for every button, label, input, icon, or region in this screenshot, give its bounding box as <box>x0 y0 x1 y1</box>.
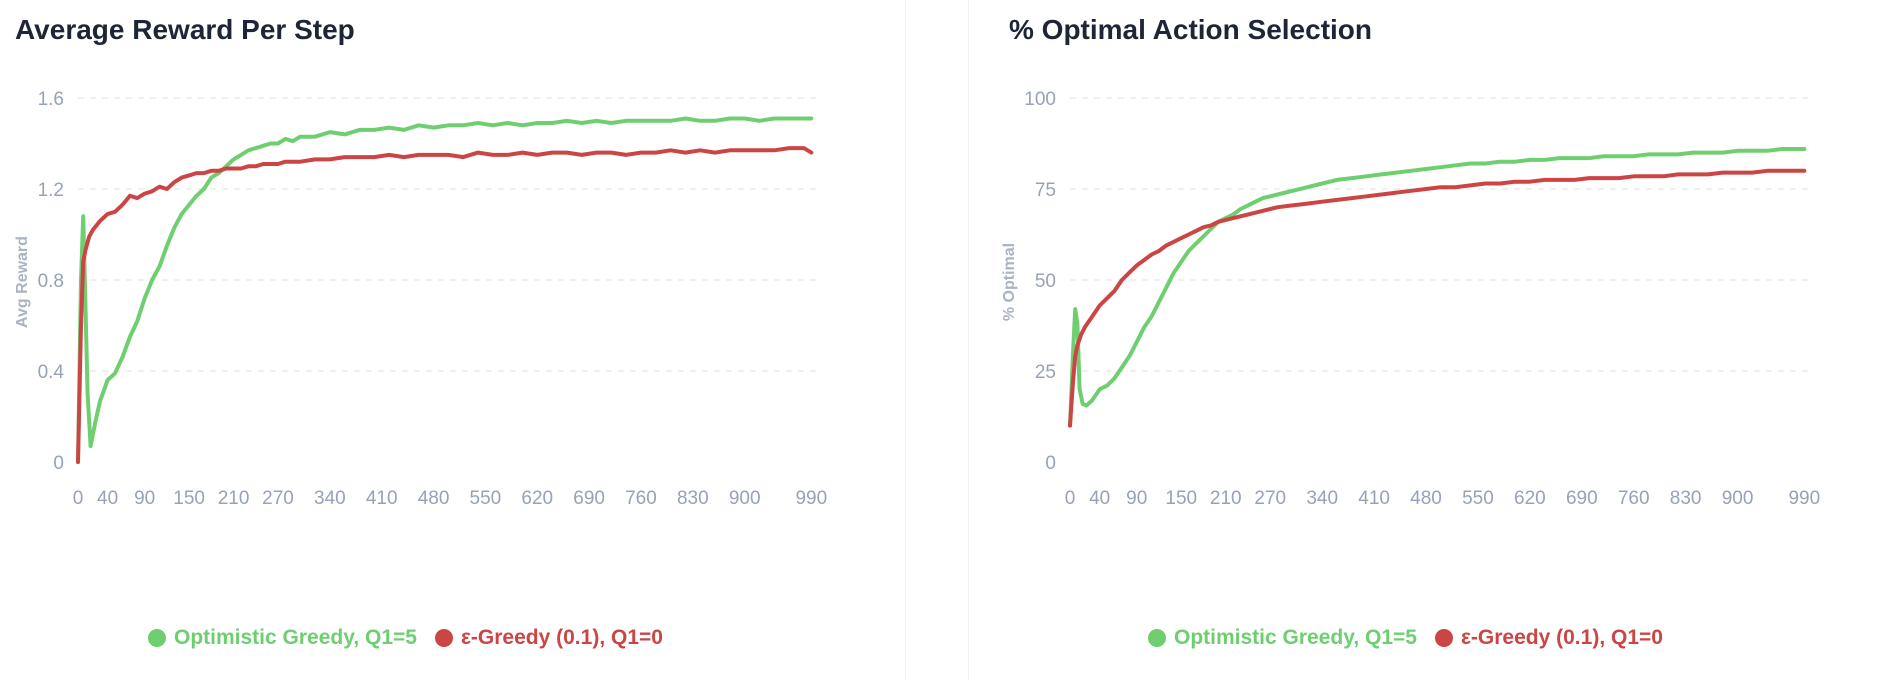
legend-item-optimistic[interactable]: Optimistic Greedy, Q1=5 <box>1148 626 1417 650</box>
x-tick-label: 830 <box>1670 488 1702 509</box>
legend-swatch-greedy <box>434 629 453 647</box>
y-tick-label: 100 <box>1024 89 1056 110</box>
chart-title: % Optimal Action Selection <box>1009 14 1373 45</box>
reward-chart-panel: Average Reward Per Step 0 0.4 0.8 1.2 1.6 0 40… <box>0 0 906 680</box>
y-axis-label: % Optimal <box>1001 243 1018 321</box>
series-line-greedy <box>1068 168 1807 428</box>
y-axis-label: Avg Reward <box>14 236 31 328</box>
x-tick-label: 270 <box>262 488 294 509</box>
x-tick-label: 690 <box>1566 488 1598 509</box>
x-tick-label: 480 <box>1410 488 1442 509</box>
legend-swatch-optimistic <box>148 629 166 647</box>
x-tick-label: 990 <box>795 488 827 509</box>
x-tick-label: 620 <box>1514 488 1546 509</box>
legend-label: Optimistic Greedy, Q1=5 <box>1174 626 1417 649</box>
x-tick-label: 900 <box>729 488 761 509</box>
x-tick-label: 690 <box>573 488 605 509</box>
series-line-greedy <box>76 146 814 464</box>
x-tick-label: 480 <box>418 488 450 509</box>
x-tick-label: 270 <box>1254 488 1286 509</box>
reward-chart: 0 0.4 0.8 1.2 1.6 0 40 90 150 210 270 340 410 480 550 6… <box>14 89 827 509</box>
series-line-optimistic <box>76 116 814 464</box>
x-tick-label: 410 <box>1358 488 1390 509</box>
chart-title: Average Reward Per Step <box>15 14 355 45</box>
x-tick-label: 0 <box>73 488 84 509</box>
x-tick-label: 0 <box>1065 488 1076 509</box>
x-tick-label: 150 <box>173 488 205 509</box>
legend-item-greedy[interactable]: ε-Greedy (0.1), Q1=0 <box>434 626 663 650</box>
y-tick-label: 1.2 <box>38 180 64 201</box>
legend-label: ε-Greedy (0.1), Q1=0 <box>460 626 663 649</box>
x-tick-label: 760 <box>1618 488 1650 509</box>
x-tick-label: 550 <box>1462 488 1494 509</box>
y-tick-label: 75 <box>1035 180 1056 201</box>
optimal-chart: 0 25 50 75 100 0 40 90 150 210 270 340 410 480 550 620 6… <box>1001 89 1820 509</box>
legend-swatch-greedy <box>1434 629 1453 647</box>
optimal-chart-panel: % Optimal Action Selection 0 25 50 75 100 0 40… <box>968 0 1880 680</box>
series-line-optimistic <box>1068 147 1807 428</box>
x-tick-label: 40 <box>97 488 118 509</box>
x-tick-label: 550 <box>470 488 502 509</box>
y-tick-label: 50 <box>1035 271 1056 292</box>
y-tick-label: 1.6 <box>38 89 64 110</box>
legend-item-greedy[interactable]: ε-Greedy (0.1), Q1=0 <box>1434 626 1663 650</box>
chart-legend: Optimistic Greedy, Q1=5 ε-Greedy (0.1), … <box>1148 626 1663 650</box>
legend-label: ε-Greedy (0.1), Q1=0 <box>1460 626 1663 649</box>
x-tick-label: 150 <box>1165 488 1197 509</box>
y-tick-label: 0.8 <box>38 271 64 292</box>
x-tick-label: 90 <box>1126 488 1147 509</box>
chart-legend: Optimistic Greedy, Q1=5 ε-Greedy (0.1), … <box>148 626 663 650</box>
x-tick-label: 210 <box>218 488 250 509</box>
legend-label: Optimistic Greedy, Q1=5 <box>174 626 417 649</box>
x-tick-label: 340 <box>314 488 346 509</box>
x-tick-label: 410 <box>366 488 398 509</box>
x-tick-label: 990 <box>1788 488 1820 509</box>
x-tick-label: 900 <box>1722 488 1754 509</box>
x-tick-label: 40 <box>1089 488 1110 509</box>
y-tick-label: 0 <box>53 453 64 474</box>
y-tick-label: 25 <box>1035 362 1056 383</box>
y-tick-label: 0 <box>1045 453 1056 474</box>
x-tick-label: 760 <box>625 488 657 509</box>
legend-swatch-optimistic <box>1148 629 1166 647</box>
x-tick-label: 340 <box>1306 488 1338 509</box>
x-tick-label: 830 <box>677 488 709 509</box>
x-tick-label: 210 <box>1210 488 1242 509</box>
legend-item-optimistic[interactable]: Optimistic Greedy, Q1=5 <box>148 626 417 650</box>
y-tick-label: 0.4 <box>38 362 65 383</box>
x-tick-label: 620 <box>521 488 553 509</box>
x-tick-label: 90 <box>134 488 155 509</box>
